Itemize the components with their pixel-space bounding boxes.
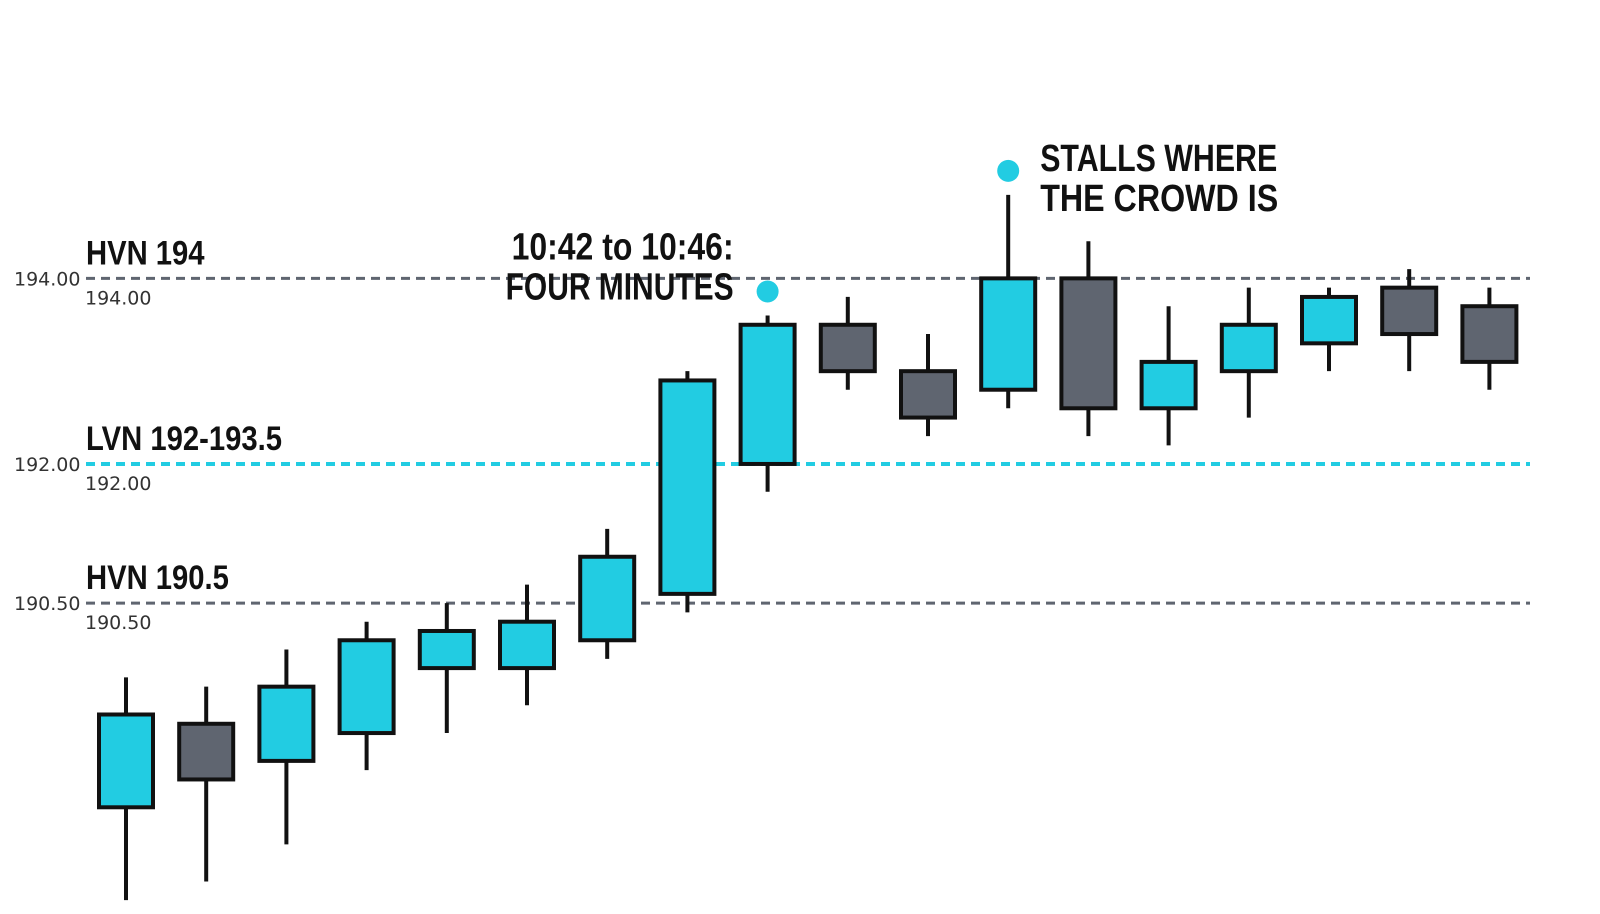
candle — [658, 371, 717, 613]
candle-body — [818, 322, 877, 374]
tick-label: 190.50 — [14, 593, 80, 615]
candle — [1059, 241, 1118, 437]
candle — [979, 194, 1038, 409]
candle-body — [1380, 285, 1439, 337]
candle-body — [337, 638, 396, 736]
candle — [818, 296, 877, 390]
candles — [97, 194, 1519, 901]
candle — [899, 334, 957, 437]
candle — [1219, 287, 1278, 418]
candle-body — [899, 369, 957, 420]
candle-body — [1139, 359, 1198, 411]
annotation-text: FOUR MINUTES — [506, 266, 734, 308]
tick-label: 194.00 — [85, 287, 151, 309]
candle-body — [658, 378, 717, 596]
candle — [417, 603, 476, 734]
candle — [337, 621, 396, 771]
candle — [1460, 287, 1519, 390]
candle-body — [1059, 276, 1118, 411]
candle — [498, 584, 556, 706]
annotation-text: THE CROWD IS — [1040, 178, 1278, 220]
tick-label: 190.50 — [85, 612, 151, 634]
candle-body — [97, 712, 155, 810]
candle-body — [979, 276, 1038, 392]
candle-body — [177, 721, 236, 782]
candle-body — [1460, 304, 1519, 364]
candle-body — [1300, 294, 1358, 346]
candle — [738, 315, 797, 492]
candle — [1139, 306, 1198, 446]
candle-body — [1219, 322, 1278, 374]
candle-body — [417, 628, 476, 671]
tick-label: 192.00 — [85, 473, 151, 495]
level-label: HVN 194 — [86, 233, 205, 272]
annotation-marker — [756, 280, 779, 303]
annotations: 10:42 to 10:46:FOUR MINUTES STALLS WHERET… — [506, 138, 1279, 309]
candle — [177, 686, 236, 882]
level-label: LVN 192-193.5 — [86, 419, 282, 458]
annotation-marker — [997, 159, 1020, 182]
candle — [257, 649, 316, 845]
candle — [578, 528, 637, 659]
tick-label: 192.00 — [14, 454, 80, 476]
candle-body — [257, 684, 316, 763]
annotation-text: 10:42 to 10:46: — [512, 226, 734, 268]
candle-body — [578, 554, 637, 643]
candle — [1380, 269, 1439, 372]
candle-body — [498, 619, 556, 671]
candle-body — [738, 322, 797, 466]
annotation-text: STALLS WHERE — [1040, 138, 1277, 180]
candle — [1300, 287, 1358, 372]
tick-label: 194.00 — [14, 268, 80, 290]
candle — [97, 677, 155, 901]
level-label: HVN 190.5 — [86, 558, 229, 597]
